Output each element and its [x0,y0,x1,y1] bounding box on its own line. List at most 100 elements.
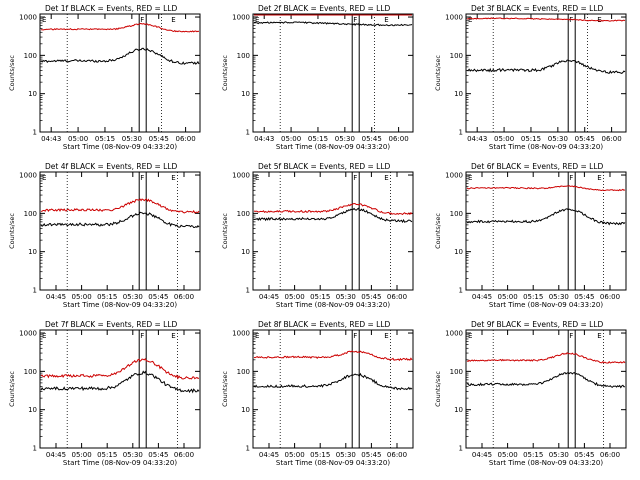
y-tick-label-6-3: 1000 [445,172,463,180]
x-tick-label-2-5: 06:00 [389,135,409,143]
x-tick-label-7-1: 05:00 [72,451,92,459]
x-tick-label-4-0: 04:45 [46,293,66,301]
y-tick-label-1-2: 100 [24,52,37,60]
y-tick-label-4-1: 10 [28,248,37,256]
x-tick-label-5-3: 05:30 [336,293,356,301]
x-tick-label-3-0: 04:43 [467,135,487,143]
x-tick-label-1-5: 06:00 [176,135,196,143]
y-tick-label-2-0: 1 [246,128,250,136]
panel-frame-4 [39,171,201,291]
series-lld-3 [466,17,626,22]
series-lld-9 [466,352,626,364]
y-tick-label-5-3: 1000 [232,172,250,180]
x-axis-label-3: Start Time (08-Nov-09 04:33:20) [489,143,603,151]
marker-label-5-2: E [384,174,388,182]
x-tick-label-1-2: 05:15 [95,135,115,143]
y-tick-label-7-2: 100 [24,368,37,376]
x-tick-label-3-2: 05:15 [521,135,541,143]
marker-label-6-1: F [569,174,573,182]
y-tick-label-3-1: 10 [454,90,463,98]
panel-frame-9 [465,329,627,449]
x-tick-label-8-5: 06:00 [387,451,407,459]
x-axis-label-1: Start Time (08-Nov-09 04:33:20) [63,143,177,151]
y-tick-label-1-0: 1 [33,128,37,136]
x-tick-label-2-0: 04:43 [254,135,274,143]
series-events-9 [466,372,625,389]
x-tick-label-6-4: 05:45 [574,293,594,301]
marker-label-8-2: E [384,332,388,340]
x-tick-label-7-2: 05:15 [97,451,117,459]
x-tick-label-6-5: 06:00 [600,293,620,301]
panel-title-1: Det 1f BLACK = Events, RED = LLD [45,4,178,13]
marker-label-1-1: F [140,16,144,24]
series-events-4 [40,211,200,229]
marker-label-2-1: F [353,16,357,24]
x-tick-label-9-5: 06:00 [600,451,620,459]
x-tick-label-2-3: 05:30 [335,135,355,143]
x-tick-label-4-1: 05:00 [72,293,92,301]
y-tick-label-1-3: 1000 [19,14,37,22]
y-tick-label-7-3: 1000 [19,330,37,338]
y-tick-label-8-1: 10 [241,406,250,414]
x-tick-label-4-2: 05:15 [97,293,117,301]
y-tick-label-9-0: 1 [459,444,463,452]
x-tick-label-2-4: 05:45 [362,135,382,143]
x-tick-label-8-2: 05:15 [310,451,330,459]
series-events-2 [253,21,413,27]
x-axis-label-8: Start Time (08-Nov-09 04:33:20) [276,459,390,467]
marker-label-4-0: E [42,174,46,182]
x-tick-label-3-3: 05:30 [548,135,568,143]
panel-title-9: Det 9f BLACK = Events, RED = LLD [471,320,604,329]
x-tick-label-4-3: 05:30 [123,293,143,301]
x-tick-label-7-0: 04:45 [46,451,66,459]
marker-label-3-0: E [468,16,472,24]
y-tick-label-8-3: 1000 [232,330,250,338]
series-events-7 [40,370,200,394]
y-tick-label-6-1: 10 [454,248,463,256]
y-axis-label-8: Counts/sec [221,371,229,407]
marker-label-8-0: E [255,332,259,340]
x-tick-label-6-0: 04:45 [472,293,492,301]
x-tick-label-8-0: 04:45 [259,451,279,459]
x-tick-label-3-1: 05:00 [494,135,514,143]
series-events-8 [253,372,413,391]
y-tick-label-2-2: 100 [237,52,250,60]
y-tick-label-5-0: 1 [246,286,250,294]
marker-label-8-1: F [353,332,357,340]
x-tick-label-1-0: 04:43 [41,135,61,143]
marker-label-1-0: E [42,16,46,24]
panel-frame-5 [252,171,414,291]
x-axis-label-7: Start Time (08-Nov-09 04:33:20) [63,459,177,467]
x-tick-label-8-1: 05:00 [285,451,305,459]
x-tick-label-5-5: 06:00 [387,293,407,301]
x-tick-label-9-1: 05:00 [498,451,518,459]
y-tick-label-5-1: 10 [241,248,250,256]
y-tick-label-9-3: 1000 [445,330,463,338]
y-tick-label-9-2: 100 [450,368,463,376]
x-tick-label-9-2: 05:15 [523,451,543,459]
x-tick-label-4-5: 06:00 [174,293,194,301]
panel-title-4: Det 4f BLACK = Events, RED = LLD [45,162,178,171]
y-axis-label-9: Counts/sec [434,371,442,407]
marker-label-3-2: E [597,16,601,24]
marker-label-5-0: E [255,174,259,182]
x-tick-label-3-4: 05:45 [575,135,595,143]
marker-label-6-2: E [597,174,601,182]
y-tick-label-7-1: 10 [28,406,37,414]
x-tick-label-8-3: 05:30 [336,451,356,459]
y-tick-label-4-3: 1000 [19,172,37,180]
series-events-6 [467,208,626,226]
x-tick-label-7-3: 05:30 [123,451,143,459]
y-tick-label-8-2: 100 [237,368,250,376]
marker-label-2-2: E [384,16,388,24]
panel-frame-7 [39,329,201,449]
x-axis-label-9: Start Time (08-Nov-09 04:33:20) [489,459,603,467]
panel-title-5: Det 5f BLACK = Events, RED = LLD [258,162,391,171]
x-tick-label-5-1: 05:00 [285,293,305,301]
x-tick-label-6-2: 05:15 [523,293,543,301]
x-tick-label-2-2: 05:15 [308,135,328,143]
x-axis-label-2: Start Time (08-Nov-09 04:33:20) [276,143,390,151]
marker-label-7-0: E [42,332,46,340]
series-lld-7 [40,357,200,380]
